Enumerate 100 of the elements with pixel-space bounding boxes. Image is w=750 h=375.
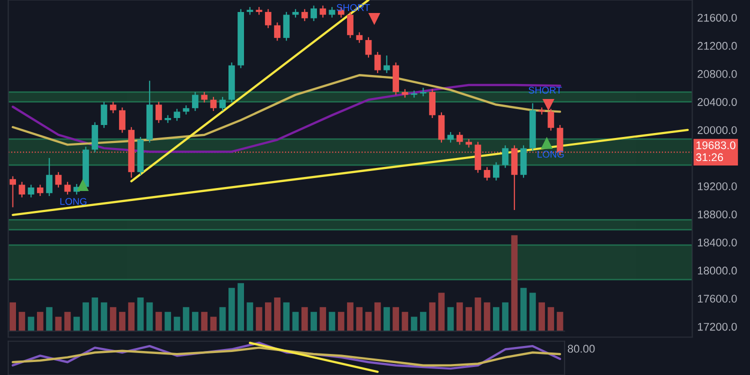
line-series (12, 74, 562, 146)
y-tick-label: 18800.0 (698, 210, 737, 218)
bar (347, 302, 354, 332)
candlestick (28, 184, 34, 198)
candlestick (492, 162, 500, 182)
bar (356, 307, 363, 332)
bar (456, 302, 463, 332)
candlestick (264, 8, 272, 29)
bar (274, 298, 280, 332)
candlestick (456, 131, 463, 146)
annotation: SHORT (528, 86, 562, 94)
bar (18, 312, 26, 332)
bar (156, 312, 162, 332)
candlestick (447, 131, 454, 144)
candlestick (356, 32, 363, 44)
bar (484, 302, 490, 332)
y-tick-label: 18000.0 (698, 266, 737, 275)
candlestick (156, 101, 162, 124)
bar (374, 302, 381, 332)
candlestick (384, 54, 390, 74)
ref-line-label: 19683.0 31:26 (696, 141, 736, 162)
bar (64, 312, 71, 332)
bar (28, 316, 34, 332)
bar (128, 302, 135, 332)
annotation: LONG (60, 198, 86, 205)
candlestick (100, 101, 108, 128)
candlestick (219, 96, 226, 112)
bar (292, 312, 299, 332)
bar (338, 312, 344, 332)
y-tick-label: 20000.0 (698, 126, 737, 134)
y-tick-label: 17600.0 (698, 294, 737, 303)
candlestick (210, 96, 217, 112)
candlestick (301, 8, 308, 22)
bar (511, 235, 518, 332)
bar (429, 302, 436, 332)
candlestick (484, 166, 490, 182)
bar (192, 312, 198, 332)
bar (256, 307, 262, 332)
bar (119, 312, 126, 332)
bar (402, 312, 408, 332)
bar (520, 288, 527, 332)
bar (174, 316, 180, 332)
bar (46, 307, 52, 332)
candlestick (374, 51, 381, 74)
candlestick (320, 5, 326, 18)
bar (210, 316, 217, 332)
bar (384, 307, 390, 332)
candlestick (347, 11, 354, 38)
bar (228, 288, 235, 332)
y-tick-label: 20400.0 (698, 98, 737, 106)
bar (320, 307, 326, 332)
bar (301, 307, 308, 332)
candlestick (420, 87, 426, 97)
bar (146, 302, 153, 332)
candlestick (64, 181, 71, 196)
bar (182, 307, 190, 332)
y-tick-label: 21600.0 (698, 14, 737, 22)
candlestick (502, 144, 508, 168)
bar (392, 307, 400, 332)
bar (201, 312, 208, 332)
candlestick (119, 106, 126, 134)
bar (556, 312, 564, 332)
y-tick-label: 21200.0 (698, 42, 737, 50)
bar (474, 298, 482, 332)
bar (164, 312, 172, 332)
bar (100, 302, 108, 332)
bar (410, 316, 418, 332)
bar (438, 292, 445, 332)
bar (36, 312, 44, 332)
bar (219, 307, 226, 332)
candlestick (182, 104, 190, 116)
bar (365, 312, 372, 332)
bar (538, 302, 545, 332)
candlestick (36, 184, 44, 197)
bar (10, 302, 16, 332)
bar (529, 292, 536, 332)
bar (548, 307, 554, 332)
candlestick (283, 11, 290, 42)
bar (264, 302, 272, 332)
candlestick (18, 181, 26, 198)
y-tick-label: 19200.0 (698, 182, 737, 190)
bar (283, 302, 290, 332)
y-tick-label: 18400.0 (698, 238, 737, 246)
candlestick (55, 172, 62, 188)
bar (447, 307, 454, 332)
candlestick (46, 157, 52, 197)
bar (73, 316, 80, 332)
candlestick (192, 91, 198, 112)
candlestick (429, 88, 436, 119)
bar (420, 312, 426, 332)
bar (238, 283, 244, 332)
candlestick (10, 176, 16, 208)
y-tick-label: 17200.0 (698, 322, 737, 331)
bar (110, 307, 116, 332)
candlestick (274, 22, 280, 42)
bar (92, 298, 98, 332)
bar (502, 302, 508, 332)
bar (466, 307, 472, 332)
candlestick (174, 108, 180, 122)
annotation: LONG (538, 150, 564, 158)
